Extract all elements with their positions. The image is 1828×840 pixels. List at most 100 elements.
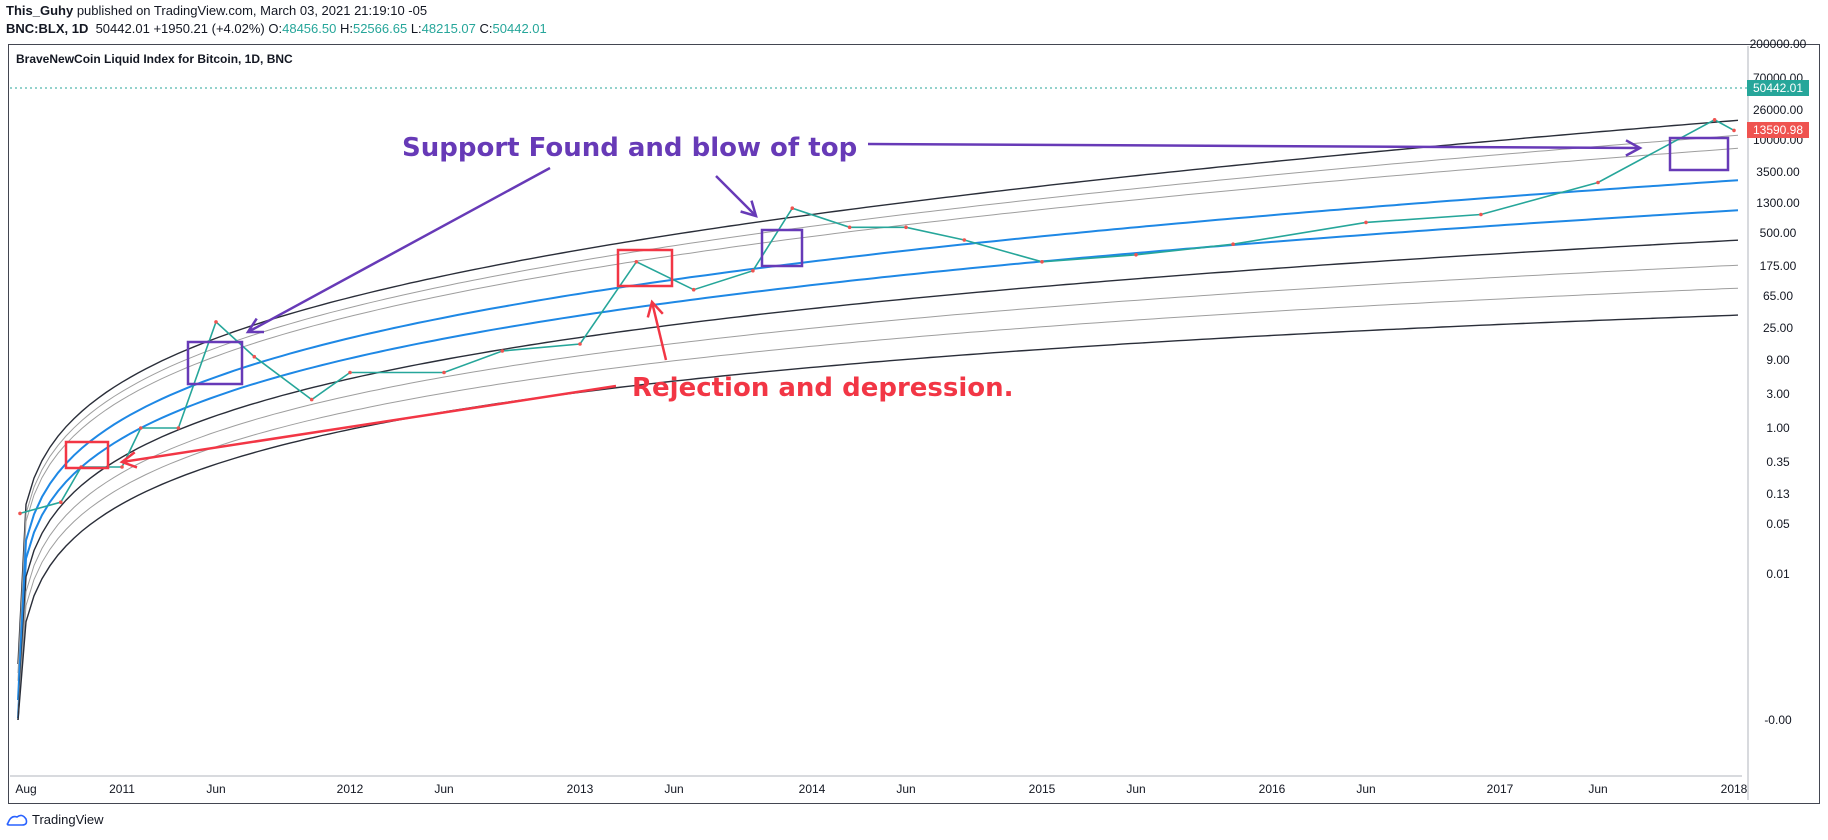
- publish-header: This_Guhy published on TradingView.com, …: [6, 2, 427, 20]
- price-point: [309, 397, 314, 402]
- y-tick-label: 0.35: [1766, 455, 1790, 469]
- other-price-tag-label: 13590.98: [1753, 123, 1803, 137]
- y-tick-label: 26000.00: [1753, 103, 1803, 117]
- price-point: [1596, 180, 1600, 185]
- y-tick-label: -0.00: [1764, 713, 1792, 727]
- price-point: [962, 238, 967, 242]
- chart-frame[interactable]: [8, 44, 1820, 804]
- support-annotation: Support Found and blow of top: [402, 133, 857, 163]
- band-curve: [17, 239, 1739, 721]
- x-tick-label: 2011: [109, 782, 135, 796]
- price-line: [19, 118, 1735, 515]
- x-tick-label: 2012: [337, 782, 364, 796]
- author-name[interactable]: This_Guhy: [6, 3, 74, 18]
- symbol-label: BNC:BLX, 1D: [6, 21, 89, 36]
- band-curve: [17, 314, 1739, 721]
- band-curve: [17, 179, 1739, 701]
- support-arrow: [715, 175, 757, 217]
- x-tick-label: Jun: [1356, 782, 1375, 796]
- price-point: [500, 349, 505, 353]
- band-curve: [17, 264, 1739, 721]
- y-tick-label: 25.00: [1763, 321, 1793, 335]
- band-curve: [17, 287, 1739, 721]
- price-point: [751, 268, 755, 273]
- y-tick-label: 200000.00: [1750, 37, 1807, 51]
- band-curve: [17, 134, 1739, 674]
- price-point: [1231, 242, 1235, 246]
- price-point: [1134, 253, 1138, 257]
- y-tick-label: 65.00: [1763, 289, 1793, 303]
- x-tick-label: Jun: [206, 782, 225, 796]
- x-tick-label: Aug: [15, 782, 36, 796]
- price-point: [904, 225, 908, 230]
- x-tick-label: 2018: [1721, 782, 1748, 796]
- price-point: [176, 426, 181, 430]
- close-value: 50442.01: [492, 21, 547, 36]
- support-arrow-head: [245, 317, 264, 334]
- price-point: [1040, 260, 1044, 264]
- y-tick-label: 500.00: [1760, 226, 1797, 240]
- tradingview-logo-icon: [6, 814, 28, 826]
- y-tick-label: 9.00: [1766, 353, 1790, 367]
- price-point: [634, 260, 639, 264]
- price-point: [442, 370, 446, 375]
- y-tick-label: 3500.00: [1756, 165, 1800, 179]
- band-curve: [17, 119, 1739, 665]
- y-tick-label: 1.00: [1766, 421, 1790, 435]
- support-arrow: [247, 166, 551, 334]
- footer-brand[interactable]: TradingView: [6, 812, 104, 827]
- price-point: [578, 342, 582, 346]
- rejection-arrow: [121, 384, 617, 464]
- price-point: [214, 320, 218, 324]
- price-point: [59, 500, 63, 505]
- price-point: [790, 206, 795, 210]
- rejection-annotation: Rejection and depression.: [632, 373, 1014, 403]
- y-tick-label: 0.05: [1766, 517, 1790, 531]
- price-point: [120, 465, 124, 469]
- price-point: [1712, 118, 1717, 122]
- support-box: [1668, 136, 1730, 172]
- band-curve: [17, 209, 1739, 719]
- low-label: L:: [410, 21, 422, 36]
- ohlc-header: BNC:BLX, 1D 50442.01 +1950.21 (+4.02%) O…: [6, 20, 547, 38]
- support-arrow: [867, 142, 1641, 150]
- price-point: [691, 287, 696, 292]
- close-label: C:: [479, 21, 493, 36]
- x-tick-label: Jun: [434, 782, 453, 796]
- y-tick-label: 1300.00: [1756, 196, 1800, 210]
- price-point: [139, 426, 143, 430]
- support-arrow-head: [1625, 139, 1643, 157]
- rejection-arrow: [650, 301, 668, 361]
- chart-title: BraveNewCoin Liquid Index for Bitcoin, 1…: [16, 52, 293, 66]
- x-tick-label: Jun: [1588, 782, 1607, 796]
- high-value: 52566.65: [352, 21, 408, 36]
- other-price-tag: [1747, 122, 1809, 138]
- rejection-arrow-head: [646, 299, 664, 318]
- band-curve: [17, 147, 1739, 681]
- y-tick-label: 0.13: [1766, 487, 1790, 501]
- x-tick-label: 2015: [1029, 782, 1056, 796]
- price-change: +1950.21 (+4.02%): [153, 21, 265, 36]
- rejection-box: [64, 440, 110, 470]
- support-box: [186, 340, 244, 386]
- price-point: [1732, 128, 1736, 133]
- price-point: [1479, 212, 1483, 217]
- rejection-box: [616, 248, 674, 288]
- high-label: H:: [339, 21, 353, 36]
- price-point: [847, 225, 852, 230]
- price-point: [348, 370, 352, 375]
- support-arrow-head: [740, 200, 758, 218]
- x-tick-label: 2016: [1259, 782, 1286, 796]
- support-box: [760, 228, 804, 268]
- price-point: [1364, 220, 1368, 225]
- price-point: [252, 354, 257, 359]
- y-tick-label: 175.00: [1760, 259, 1797, 273]
- x-tick-label: 2014: [799, 782, 826, 796]
- price-point: [18, 511, 22, 516]
- open-label: O:: [268, 21, 283, 36]
- x-tick-label: Jun: [1126, 782, 1145, 796]
- x-tick-label: 2013: [567, 782, 594, 796]
- last-price-tag-label: 50442.01: [1753, 81, 1803, 95]
- footer-brand-label: TradingView: [32, 812, 104, 827]
